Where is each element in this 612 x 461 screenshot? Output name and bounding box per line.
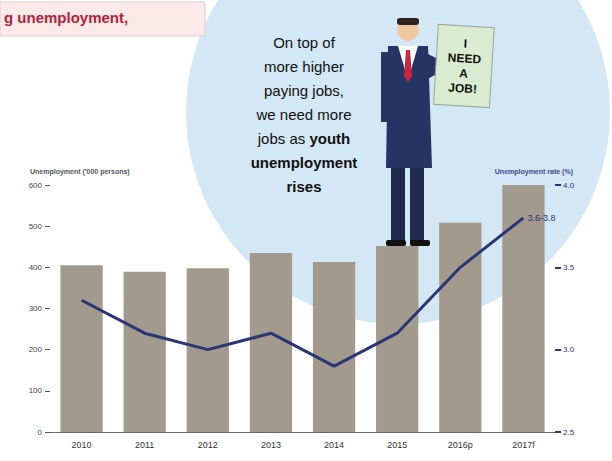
svg-text:need: need — [280, 106, 313, 123]
svg-text:more: more — [317, 106, 351, 123]
svg-text:youth: youth — [309, 130, 350, 147]
svg-text:400: 400 — [29, 263, 43, 272]
svg-text:200: 200 — [29, 345, 43, 354]
svg-text:0: 0 — [38, 428, 43, 437]
svg-text:2.5: 2.5 — [563, 428, 575, 437]
svg-text:2012: 2012 — [198, 440, 218, 450]
svg-text:jobs,: jobs, — [311, 82, 344, 99]
svg-text:On: On — [273, 34, 293, 51]
svg-text:3.0: 3.0 — [563, 345, 575, 354]
svg-text:300: 300 — [29, 304, 43, 313]
svg-text:2014: 2014 — [324, 440, 344, 450]
svg-text:JOB!: JOB! — [448, 81, 477, 97]
svg-text:as: as — [289, 130, 305, 147]
svg-text:3.5: 3.5 — [563, 263, 575, 272]
svg-text:we: we — [255, 106, 275, 123]
svg-text:2011: 2011 — [135, 440, 154, 450]
svg-text:Unemployment ('000 persons): Unemployment ('000 persons) — [30, 168, 130, 176]
svg-text:2015: 2015 — [387, 440, 407, 450]
svg-text:NEED: NEED — [447, 51, 481, 67]
svg-text:4.0: 4.0 — [563, 181, 575, 190]
svg-text:500: 500 — [29, 222, 43, 231]
svg-text:higher: higher — [302, 58, 344, 75]
svg-text:top: top — [297, 34, 318, 51]
svg-text:rises: rises — [286, 178, 321, 195]
svg-text:Unemployment rate (%): Unemployment rate (%) — [495, 168, 573, 176]
svg-text:g unemployment,: g unemployment, — [4, 9, 128, 26]
svg-text:paying: paying — [264, 82, 308, 99]
svg-text:more: more — [264, 58, 298, 75]
svg-text:2013: 2013 — [261, 440, 281, 450]
svg-text:A: A — [459, 66, 469, 81]
svg-text:of: of — [322, 34, 335, 51]
svg-text:jobs: jobs — [257, 130, 286, 147]
svg-text:100: 100 — [29, 386, 43, 395]
svg-text:I: I — [463, 36, 467, 50]
svg-text:3.6-3.8: 3.6-3.8 — [527, 213, 555, 223]
svg-text:600: 600 — [29, 181, 43, 190]
svg-text:2010: 2010 — [72, 440, 92, 450]
svg-text:2017f: 2017f — [512, 440, 535, 450]
svg-text:unemployment: unemployment — [251, 154, 358, 171]
svg-text:2016p: 2016p — [448, 440, 473, 450]
